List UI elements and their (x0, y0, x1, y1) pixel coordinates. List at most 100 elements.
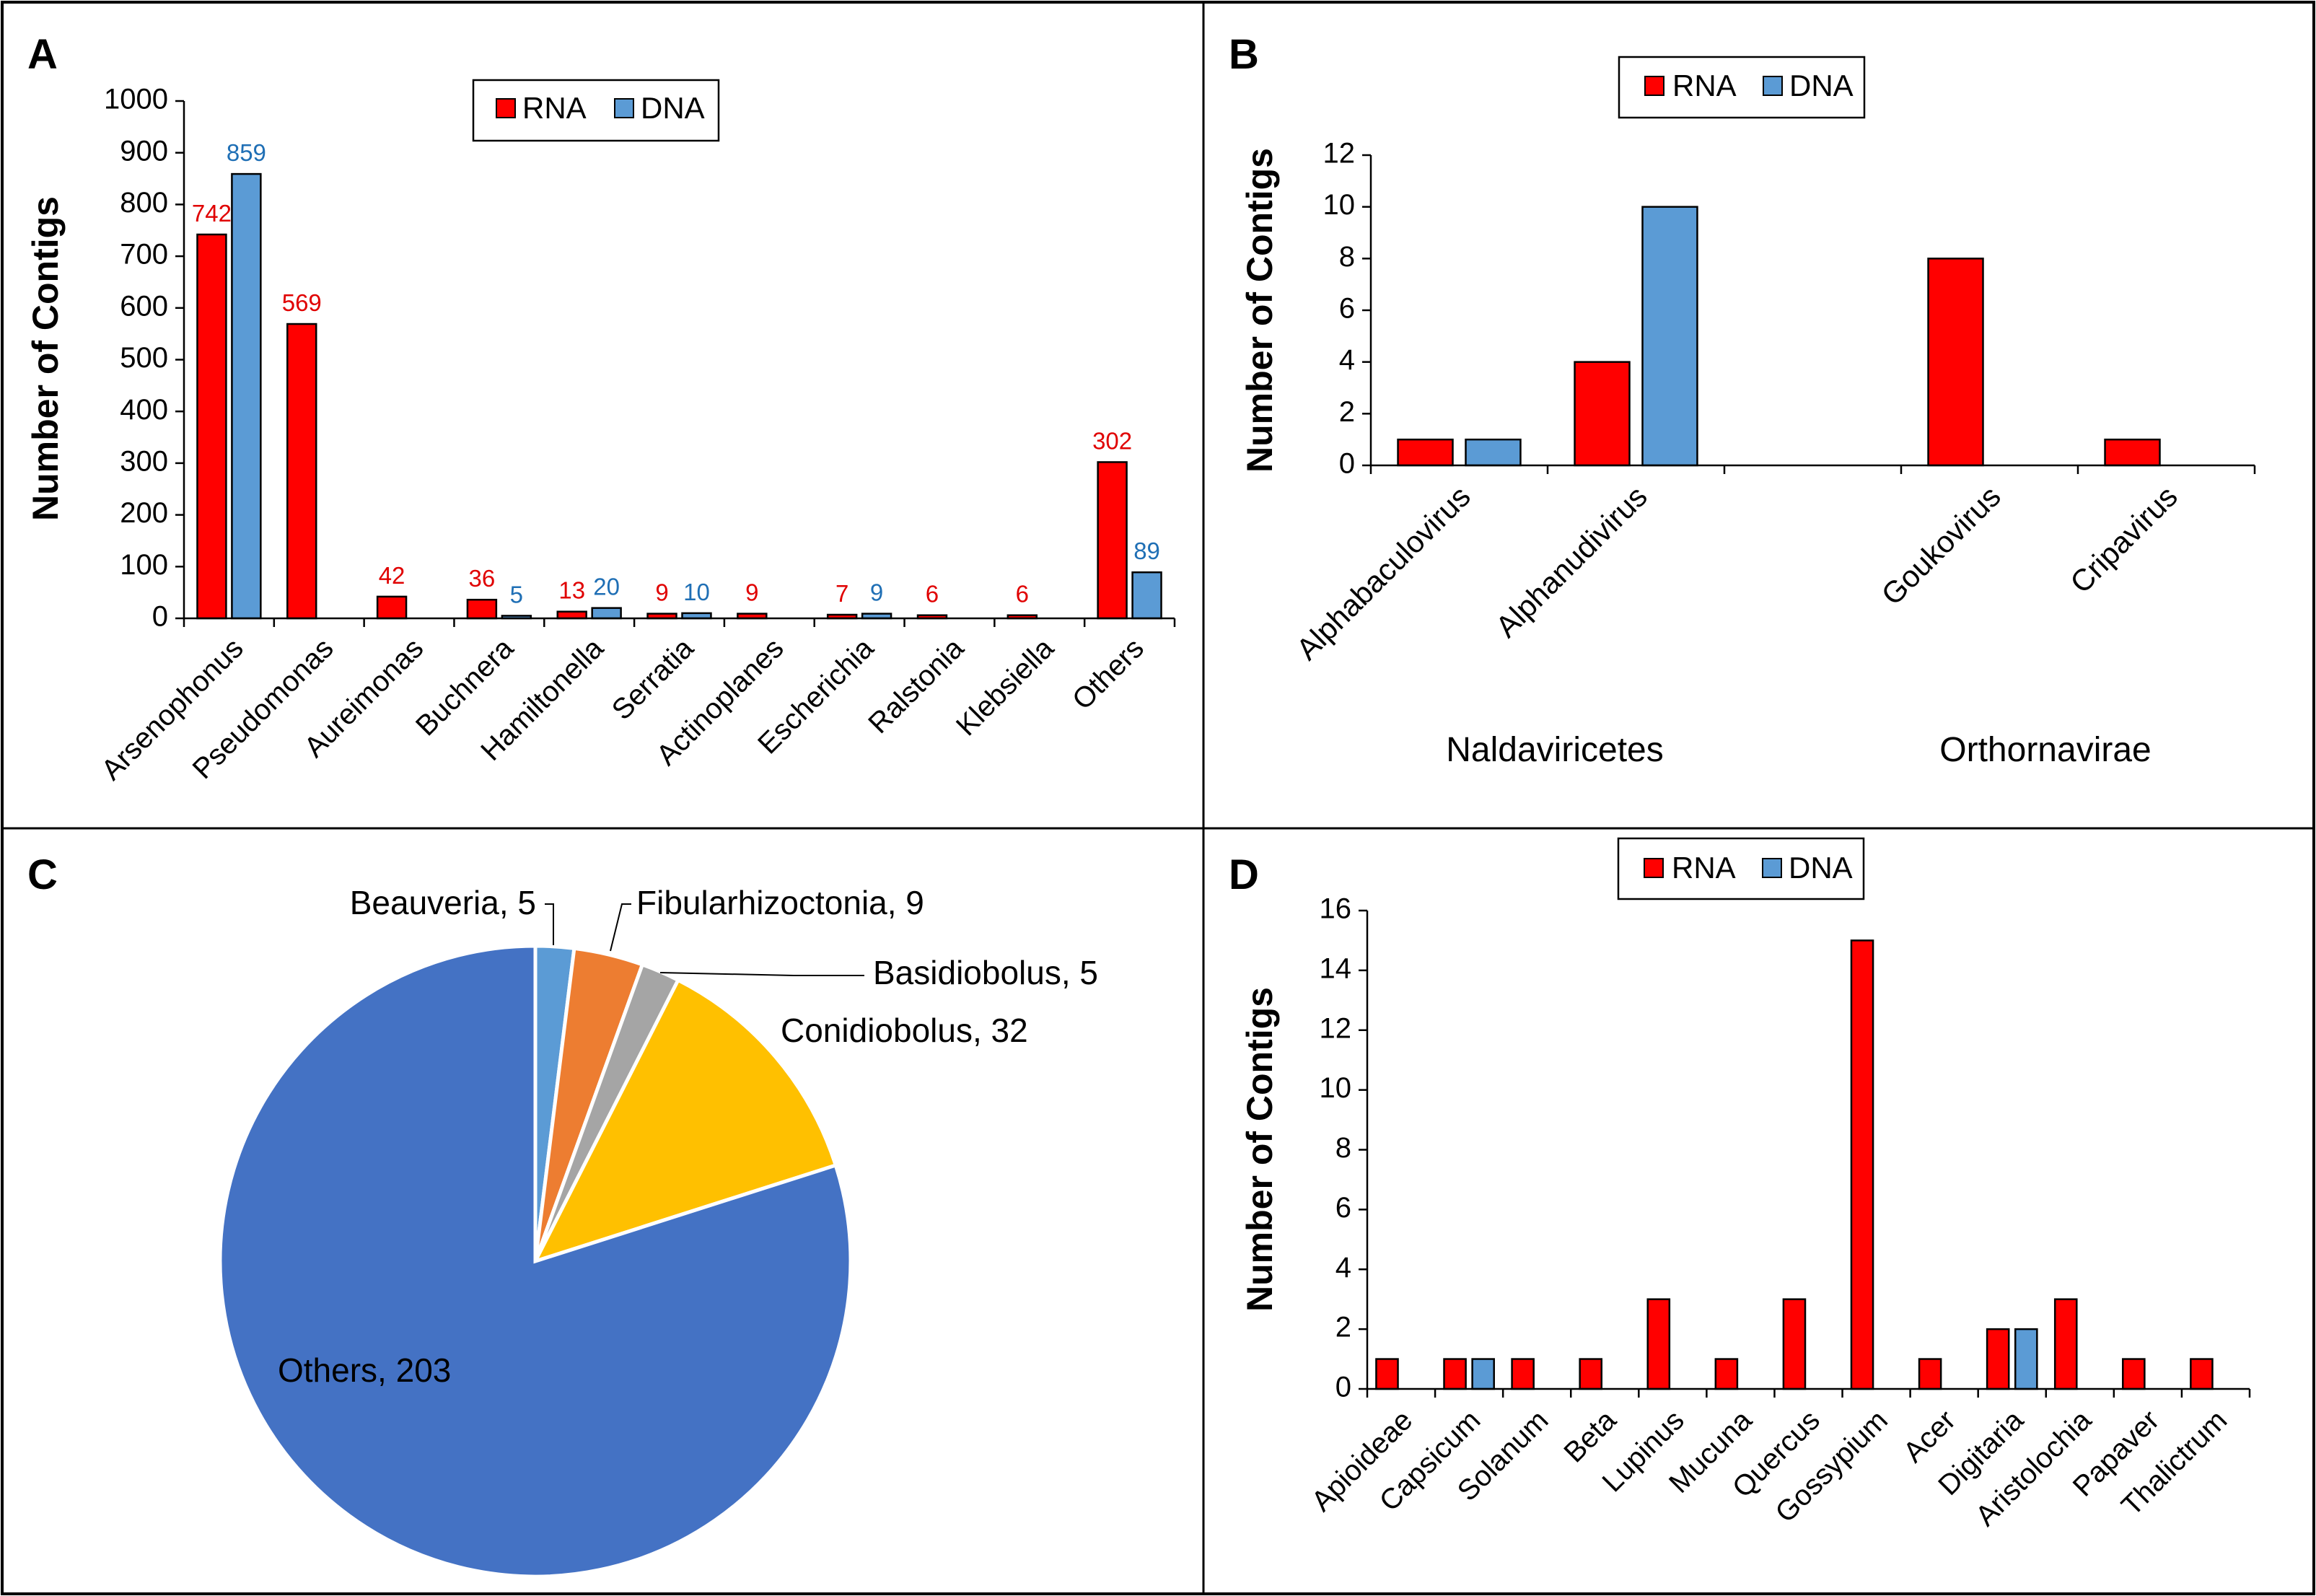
data-label-rna: 6 (1016, 581, 1029, 608)
data-label-rna: 9 (745, 579, 758, 606)
bar-rna (1579, 1358, 1603, 1390)
chart-b-legend-dna-label: DNA (1789, 69, 1854, 102)
chart-d-legend-rna-label: RNA (1672, 851, 1736, 885)
bar-rna (1986, 1328, 2010, 1390)
bar-rna (376, 595, 408, 620)
y-tick-label: 12 (1320, 1012, 1352, 1044)
panel-label-c: C (27, 851, 58, 898)
data-label-dna: 9 (870, 579, 883, 606)
bar-rna (1397, 438, 1454, 467)
data-label-rna: 7 (835, 580, 848, 607)
data-label-rna: 6 (926, 581, 939, 608)
bar-rna (2190, 1358, 2214, 1390)
bar-rna (1850, 939, 1874, 1390)
chart-c-leader-fibularhizoctonia (610, 903, 631, 952)
y-tick-label: 300 (120, 445, 168, 477)
y-tick-label: 100 (120, 549, 168, 581)
chart-a-legend-dna-label: DNA (641, 91, 705, 125)
chart-b-legend-dna-swatch (1763, 76, 1783, 96)
y-tick-label: 1000 (104, 84, 168, 115)
y-tick-label: 4 (1335, 1252, 1351, 1284)
chart-d-axes (1366, 911, 2251, 1398)
pie-slice (218, 944, 853, 1579)
bar-dna (1471, 1358, 1495, 1390)
bar-rna (2053, 1298, 2078, 1390)
bar-dna (231, 172, 262, 620)
chart-a-y-ticks: 0 100 200 300 400 500 600 700 800 900 1000 (104, 84, 184, 633)
chart-b-group-naldaviricetes: Naldaviricetes (1446, 731, 1663, 769)
bar-dna (1465, 438, 1522, 467)
data-label-dna: 89 (1133, 538, 1160, 564)
y-tick-label: 14 (1320, 952, 1352, 984)
y-tick-label: 200 (120, 497, 168, 529)
y-tick-label: 900 (120, 135, 168, 167)
bar-rna (1097, 461, 1128, 620)
chart-c-label-conidiobolus: Conidiobolus, 32 (781, 1012, 1028, 1049)
chart-a-legend-dna-swatch (614, 98, 634, 118)
y-tick-label: 0 (1335, 1372, 1351, 1403)
bar-rna (1646, 1298, 1671, 1390)
y-tick-label: 400 (120, 394, 168, 426)
y-tick-label: 4 (1339, 344, 1355, 376)
data-label-dna: 859 (227, 139, 266, 166)
chart-c-leader-basidiobolus (659, 972, 864, 976)
bar-rna (1918, 1358, 1942, 1390)
bar-rna (196, 233, 227, 620)
data-label-rna: 13 (558, 577, 585, 604)
chart-c-label-others: Others, 203 (278, 1351, 451, 1389)
data-label-rna: 36 (469, 565, 496, 592)
data-label-rna: 569 (282, 289, 322, 316)
chart-d-legend-dna-swatch (1762, 858, 1782, 878)
y-tick-label: 600 (120, 290, 168, 322)
y-tick-label: 700 (120, 239, 168, 271)
data-label-dna: 20 (593, 574, 620, 600)
data-label-rna: 302 (1092, 427, 1132, 454)
chart-c-label-beauveria: Beauveria, 5 (350, 884, 536, 921)
data-label-rna: 42 (379, 562, 405, 589)
panel-label-a: A (27, 31, 58, 78)
chart-c-label-basidiobolus: Basidiobolus, 5 (873, 954, 1098, 991)
y-tick-label: 10 (1323, 189, 1356, 221)
chart-b-y-ticks: 0 2 4 6 8 10 12 (1323, 138, 1371, 480)
bar-rna (1443, 1358, 1467, 1390)
chart-c-label-fibularhizoctonia: Fibularhizoctonia, 9 (636, 884, 924, 921)
bar-rna (1714, 1358, 1739, 1390)
chart-d-ylabel: Number of Contigs (1240, 987, 1280, 1312)
chart-d-legend: RNA DNA (1617, 837, 1865, 900)
chart-b-legend-rna-swatch (1644, 76, 1664, 96)
chart-a-ylabel: Number of Contigs (25, 196, 66, 521)
y-tick-label: 12 (1323, 138, 1356, 170)
y-tick-label: 0 (152, 601, 168, 633)
chart-c: Beauveria, 5 Fibularhizoctonia, 9 Basidi… (218, 884, 1098, 1579)
y-tick-label: 10 (1320, 1072, 1352, 1104)
panel-label-b: B (1229, 31, 1259, 78)
pie-slice (532, 978, 838, 1265)
chart-d-legend-rna-swatch (1644, 858, 1664, 878)
chart-c-leaders (545, 903, 864, 976)
chart-b-group-orthornavirae: Orthornavirae (1939, 731, 2151, 769)
bar-rna (2122, 1358, 2146, 1390)
data-label-rna: 742 (192, 200, 232, 227)
bar-rna (1782, 1298, 1807, 1390)
y-tick-label: 800 (120, 187, 168, 219)
bar-rna (286, 323, 317, 620)
chart-b-legend-rna-label: RNA (1672, 69, 1737, 102)
bar-dna (1641, 206, 1698, 467)
y-tick-label: 2 (1335, 1312, 1351, 1343)
bar-rna (556, 610, 587, 620)
chart-c-leader-beauveria (545, 903, 554, 945)
y-tick-label: 16 (1320, 893, 1352, 925)
chart-d-legend-dna-label: DNA (1789, 851, 1853, 885)
chart-a-legend-rna-label: RNA (522, 91, 587, 125)
bar-rna (1574, 361, 1631, 467)
chart-a-legend-rna-swatch (496, 98, 516, 118)
bar-dna (2014, 1328, 2038, 1390)
y-tick-label: 2 (1339, 396, 1355, 428)
y-tick-label: 6 (1335, 1192, 1351, 1224)
chart-d-y-ticks: 0 2 4 6 8 10 12 14 16 (1320, 893, 1367, 1403)
bar-rna (466, 598, 498, 620)
chart-b-ylabel: Number of Contigs (1240, 148, 1280, 473)
bar-rna (2104, 438, 2161, 467)
y-tick-label: 8 (1339, 241, 1355, 273)
